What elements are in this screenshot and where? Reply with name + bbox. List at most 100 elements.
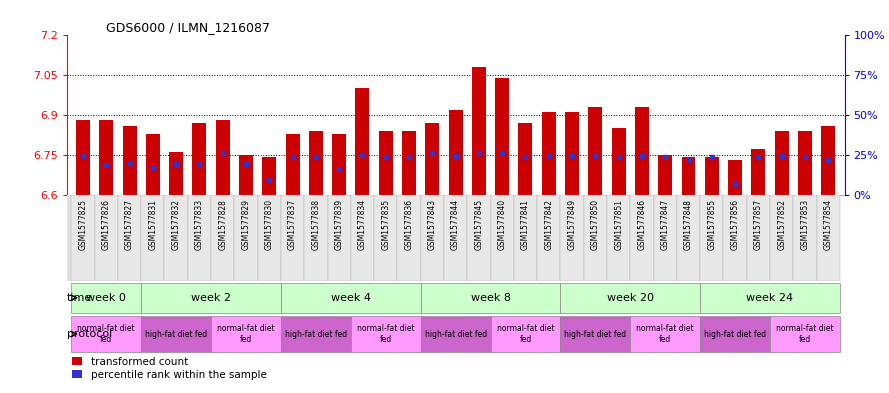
Bar	[281, 195, 304, 281]
Bar	[118, 195, 141, 281]
Bar	[630, 195, 653, 281]
Bar	[770, 195, 793, 281]
Text: normal-fat diet
fed: normal-fat diet fed	[637, 324, 694, 344]
Bar	[798, 131, 812, 195]
Bar	[817, 195, 840, 281]
Text: GSM1577825: GSM1577825	[78, 199, 87, 250]
Bar	[327, 195, 351, 281]
Text: GSM1577847: GSM1577847	[661, 199, 669, 250]
Text: GSM1577839: GSM1577839	[334, 199, 344, 250]
Text: GSM1577836: GSM1577836	[404, 199, 413, 250]
Bar	[71, 283, 141, 313]
Text: protocol: protocol	[68, 329, 112, 339]
Bar	[472, 67, 486, 195]
Bar	[682, 157, 695, 195]
Bar	[701, 283, 840, 313]
Text: GSM1577833: GSM1577833	[195, 199, 204, 250]
Bar	[211, 316, 281, 352]
Bar	[164, 195, 188, 281]
Bar	[560, 195, 584, 281]
Bar	[420, 283, 560, 313]
Text: normal-fat diet
fed: normal-fat diet fed	[356, 324, 414, 344]
Bar	[281, 316, 351, 352]
Text: GSM1577843: GSM1577843	[428, 199, 436, 250]
Bar	[705, 157, 719, 195]
Bar	[188, 195, 211, 281]
Bar	[351, 316, 420, 352]
Text: week 24: week 24	[747, 293, 794, 303]
Text: GSM1577848: GSM1577848	[684, 199, 693, 250]
Bar	[71, 195, 94, 281]
Text: high-fat diet fed: high-fat diet fed	[565, 330, 627, 338]
Text: GSM1577841: GSM1577841	[521, 199, 530, 250]
Bar	[491, 316, 560, 352]
Bar	[728, 160, 742, 195]
Text: week 4: week 4	[331, 293, 371, 303]
Bar	[141, 316, 211, 352]
Bar	[468, 195, 491, 281]
Text: GSM1577844: GSM1577844	[451, 199, 461, 250]
Bar	[612, 128, 626, 195]
Text: high-fat diet fed: high-fat diet fed	[704, 330, 766, 338]
Text: GSM1577852: GSM1577852	[777, 199, 786, 250]
Bar	[518, 123, 533, 195]
Text: GSM1577855: GSM1577855	[708, 199, 717, 250]
Bar	[379, 131, 393, 195]
Text: GSM1577838: GSM1577838	[311, 199, 320, 250]
Text: GSM1577827: GSM1577827	[125, 199, 134, 250]
Bar	[308, 131, 323, 195]
Bar	[169, 152, 183, 195]
Text: week 2: week 2	[191, 293, 231, 303]
Bar	[701, 316, 770, 352]
Text: normal-fat diet
fed: normal-fat diet fed	[776, 324, 834, 344]
Text: normal-fat diet
fed: normal-fat diet fed	[217, 324, 275, 344]
Text: GSM1577831: GSM1577831	[148, 199, 157, 250]
Bar	[607, 195, 630, 281]
Bar	[658, 155, 672, 195]
Bar	[123, 125, 137, 195]
Text: GSM1577850: GSM1577850	[591, 199, 600, 250]
Bar	[420, 195, 444, 281]
Text: GSM1577840: GSM1577840	[498, 199, 507, 250]
Bar	[541, 112, 556, 195]
Bar	[751, 149, 765, 195]
Text: GSM1577857: GSM1577857	[754, 199, 763, 250]
Legend: transformed count, percentile rank within the sample: transformed count, percentile rank withi…	[72, 357, 267, 380]
Bar	[774, 131, 789, 195]
Bar	[374, 195, 397, 281]
Bar	[653, 195, 677, 281]
Bar	[589, 107, 603, 195]
Text: week 8: week 8	[470, 293, 510, 303]
Bar	[565, 112, 579, 195]
Bar	[420, 316, 491, 352]
Bar	[146, 134, 160, 195]
Text: week 0: week 0	[86, 293, 126, 303]
Bar	[304, 195, 327, 281]
Text: GSM1577842: GSM1577842	[544, 199, 553, 250]
Bar	[262, 157, 276, 195]
Text: GSM1577846: GSM1577846	[637, 199, 646, 250]
Text: high-fat diet fed: high-fat diet fed	[145, 330, 207, 338]
Text: GSM1577835: GSM1577835	[381, 199, 390, 250]
Text: GSM1577851: GSM1577851	[614, 199, 623, 250]
Bar	[71, 316, 141, 352]
Bar	[821, 125, 836, 195]
Text: GSM1577826: GSM1577826	[101, 199, 111, 250]
Bar	[258, 195, 281, 281]
Text: normal-fat diet
fed: normal-fat diet fed	[77, 324, 135, 344]
Text: GSM1577853: GSM1577853	[800, 199, 810, 250]
Bar	[724, 195, 747, 281]
Bar	[100, 120, 113, 195]
Bar	[491, 195, 514, 281]
Text: GSM1577854: GSM1577854	[824, 199, 833, 250]
Bar	[770, 316, 840, 352]
Text: GSM1577829: GSM1577829	[242, 199, 251, 250]
Text: high-fat diet fed: high-fat diet fed	[284, 330, 347, 338]
Text: time: time	[68, 293, 92, 303]
Text: GSM1577849: GSM1577849	[567, 199, 577, 250]
Bar	[332, 134, 346, 195]
Bar	[94, 195, 118, 281]
Text: GSM1577837: GSM1577837	[288, 199, 297, 250]
Text: GSM1577845: GSM1577845	[475, 199, 484, 250]
Bar	[584, 195, 607, 281]
